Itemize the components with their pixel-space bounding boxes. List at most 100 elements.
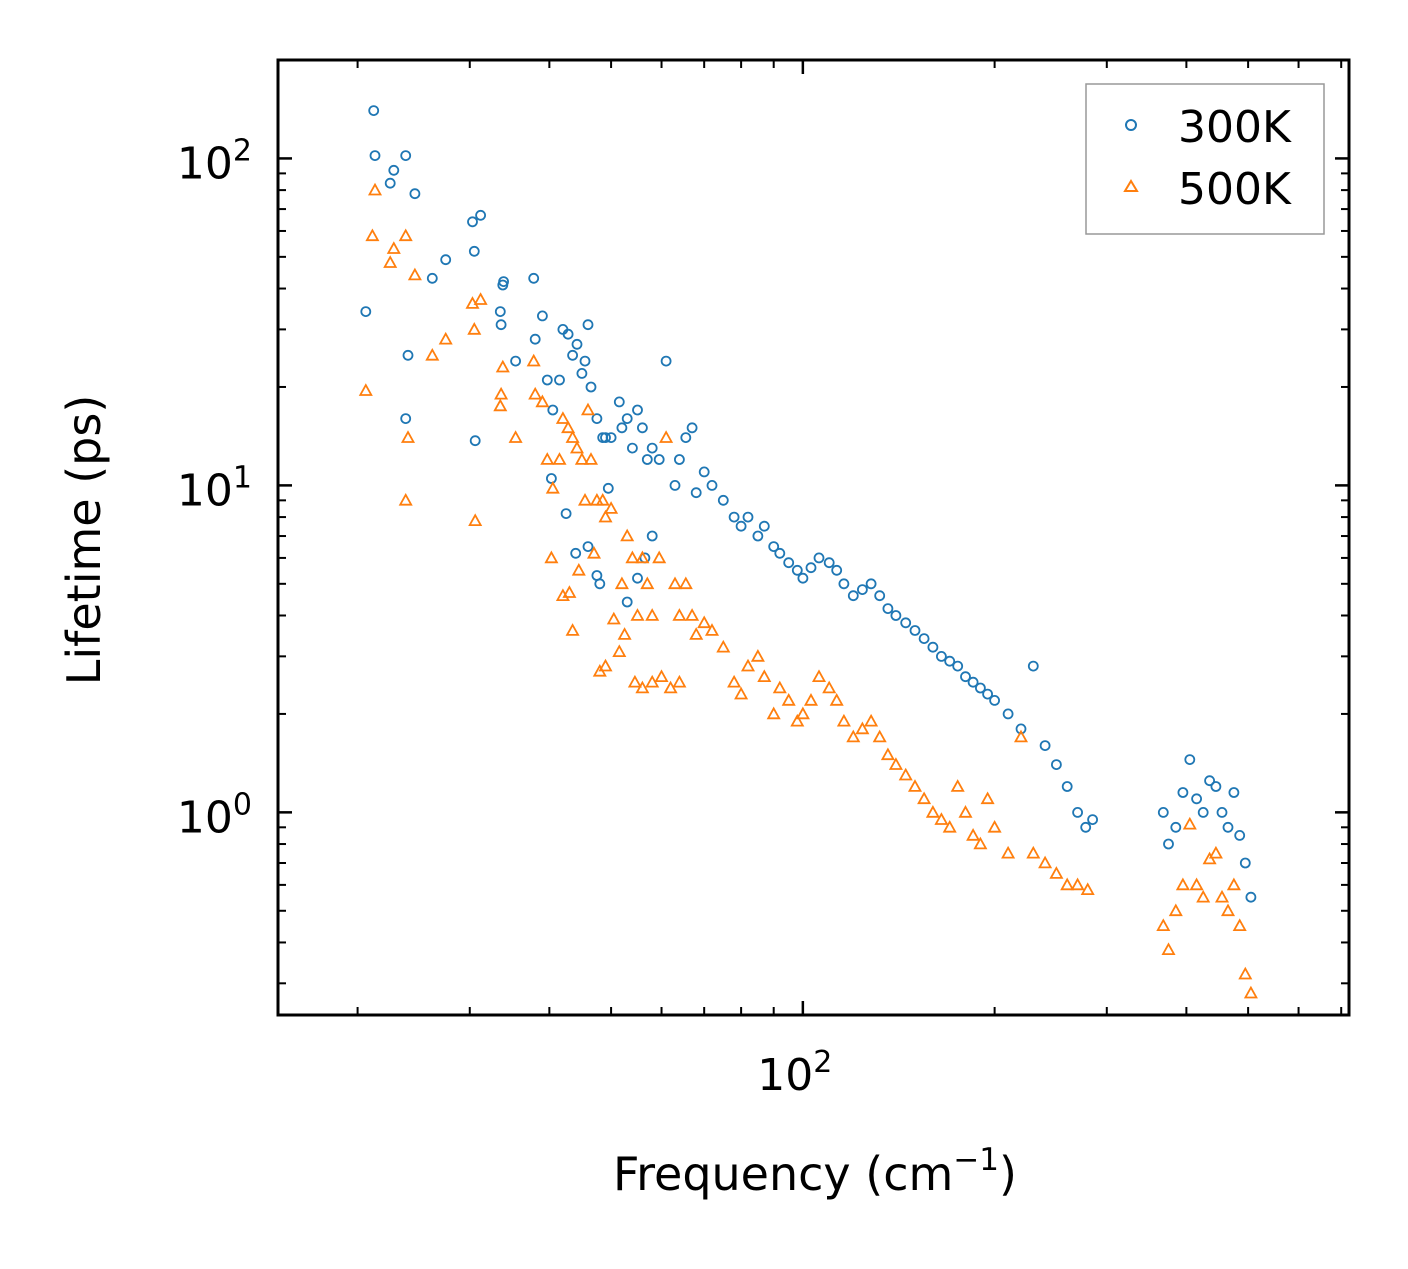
point-500k-7 <box>438 331 453 345</box>
point-500k-117 <box>1189 877 1204 891</box>
point-500k-106 <box>627 674 642 688</box>
point-300k-40 <box>616 422 628 434</box>
point-300k-114 <box>1191 793 1202 805</box>
point-500k-19 <box>526 353 541 367</box>
point-300k-66 <box>797 572 809 584</box>
point-500k-80 <box>925 805 940 818</box>
point-300k-28 <box>562 328 574 340</box>
point-500k-75 <box>880 747 895 761</box>
point-500k-13 <box>400 430 416 443</box>
point-300k-24 <box>546 473 557 484</box>
point-300k-39 <box>613 396 625 408</box>
point-500k-43 <box>635 550 650 564</box>
point-300k-22 <box>537 310 548 322</box>
point-500k-124 <box>1232 918 1247 931</box>
point-300k-117 <box>1210 781 1222 792</box>
point-300k-97 <box>1080 821 1092 833</box>
point-300k-119 <box>1222 821 1234 833</box>
point-500k-52 <box>689 627 704 640</box>
point-500k-87 <box>980 791 995 805</box>
point-500k-69 <box>829 693 844 706</box>
point-300k-70 <box>831 564 843 576</box>
axis-ticks: 102 100 101 102 <box>177 59 1349 1101</box>
point-300k-93 <box>1039 740 1051 751</box>
point-300k-101 <box>582 541 594 552</box>
point-500k-12 <box>358 383 373 396</box>
point-300k-7 <box>440 254 452 266</box>
point-300k-73 <box>857 584 868 595</box>
point-300k-29 <box>567 349 578 361</box>
point-300k-44 <box>637 422 648 434</box>
y-axis-label: Lifetime (ps) <box>57 395 111 686</box>
point-500k-116 <box>1182 816 1197 830</box>
point-500k-15 <box>468 513 483 526</box>
point-500k-47 <box>659 430 674 443</box>
point-500k-123 <box>1226 877 1241 891</box>
point-500k-86 <box>973 836 988 850</box>
point-300k-111 <box>1170 821 1182 833</box>
point-300k-74 <box>865 578 877 590</box>
point-500k-78 <box>907 779 923 792</box>
point-500k-16 <box>494 386 509 400</box>
point-300k-16 <box>469 435 481 447</box>
point-300k-57 <box>728 511 740 523</box>
point-300k-80 <box>918 633 930 644</box>
point-300k-64 <box>783 557 795 569</box>
point-300k-103 <box>594 578 606 590</box>
point-300k-95 <box>1061 781 1073 792</box>
point-500k-114 <box>1168 903 1183 917</box>
point-500k-67 <box>811 669 827 682</box>
point-300k-23 <box>541 374 553 386</box>
point-300k-3 <box>388 164 400 176</box>
y-tick-label-2: 102 <box>177 133 252 189</box>
point-300k-37 <box>600 432 611 444</box>
point-300k-45 <box>641 454 653 465</box>
point-300k-0 <box>368 105 380 116</box>
point-500k-23 <box>544 550 559 564</box>
point-300k-49 <box>669 479 681 491</box>
point-300k-25 <box>547 404 559 416</box>
point-300k-47 <box>653 454 665 465</box>
point-500k-59 <box>750 649 765 662</box>
point-500k-32 <box>580 402 596 416</box>
y-tick-label-0: 100 <box>177 787 252 843</box>
point-500k-91 <box>1026 845 1041 859</box>
point-300k-54 <box>698 466 710 478</box>
y-tick-label-1: 101 <box>177 460 252 516</box>
point-500k-22 <box>540 452 555 465</box>
point-300k-110 <box>1163 838 1174 850</box>
point-500k-71 <box>846 729 861 743</box>
point-500k-38 <box>612 644 627 657</box>
point-300k-92 <box>1027 660 1039 672</box>
point-300k-48 <box>660 355 672 367</box>
point-500k-113 <box>1161 942 1176 955</box>
point-500k-21 <box>535 394 550 408</box>
point-500k-126 <box>1243 985 1258 999</box>
point-500k-31 <box>577 492 593 506</box>
point-300k-5 <box>409 188 421 200</box>
point-300k-98 <box>1087 814 1098 825</box>
point-300k-13 <box>360 306 372 318</box>
point-500k-93 <box>1049 866 1064 879</box>
point-500k-39 <box>614 576 629 590</box>
point-500k-84 <box>958 805 973 818</box>
point-300k-15 <box>400 413 412 425</box>
point-500k-73 <box>864 713 879 727</box>
point-500k-66 <box>803 693 819 706</box>
point-500k-118 <box>1196 889 1211 903</box>
point-500k-17 <box>493 398 508 412</box>
point-500k-41 <box>625 550 640 564</box>
point-500k-29 <box>569 440 585 454</box>
point-300k-43 <box>632 404 643 416</box>
point-300k-118 <box>1216 807 1228 818</box>
point-300k-116 <box>1204 775 1215 787</box>
point-300k-69 <box>823 557 835 569</box>
point-500k-6 <box>425 347 440 361</box>
point-300k-99 <box>560 508 572 519</box>
point-300k-79 <box>909 625 921 636</box>
point-300k-55 <box>706 479 718 491</box>
point-500k-3 <box>386 241 401 254</box>
point-300k-72 <box>847 590 859 602</box>
point-300k-68 <box>813 552 825 564</box>
point-300k-106 <box>632 572 643 584</box>
